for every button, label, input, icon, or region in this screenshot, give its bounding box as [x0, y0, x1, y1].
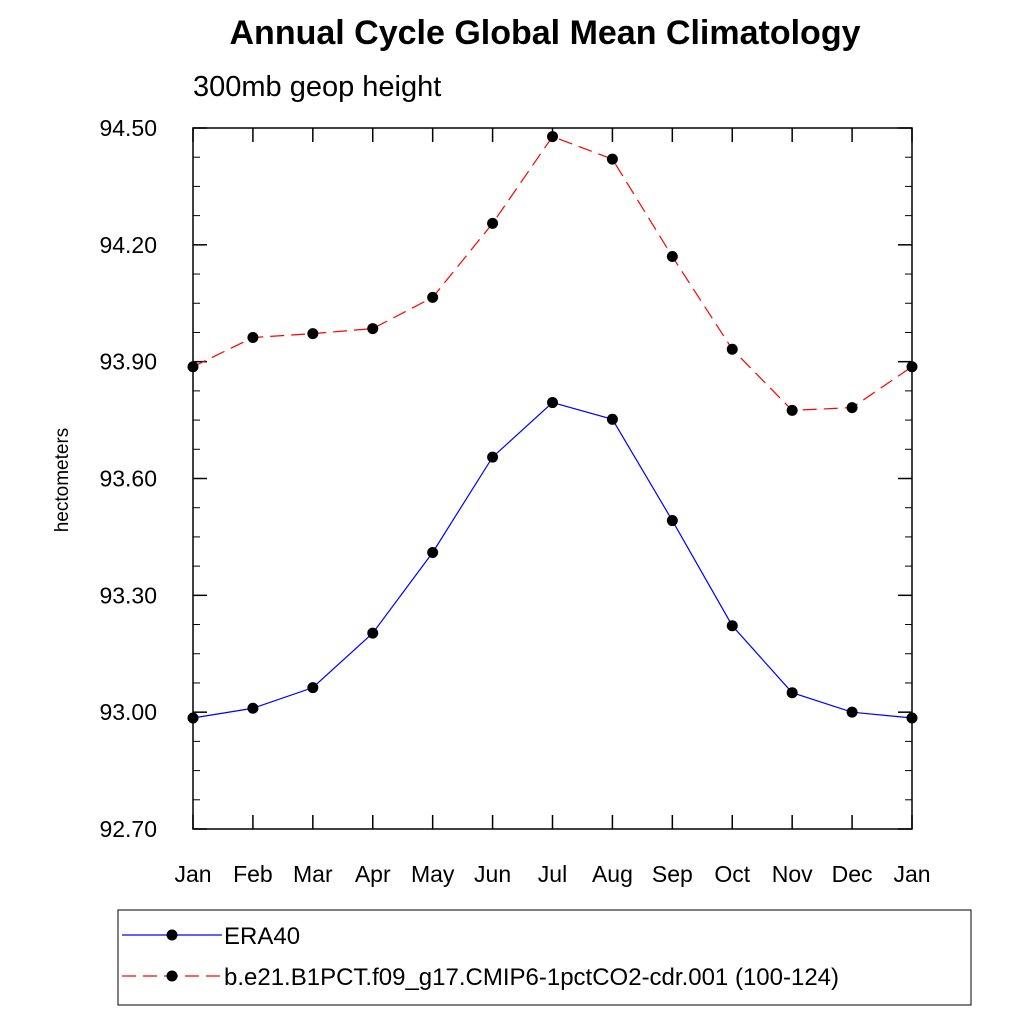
- chart-subtitle: 300mb geop height: [193, 71, 442, 103]
- data-point: [906, 361, 918, 373]
- data-point: [307, 682, 319, 694]
- chart-title: Annual Cycle Global Mean Climatology: [229, 14, 861, 52]
- legend: ERA40 b.e21.B1PCT.f09_g17.CMIP6-1pctCO2-c…: [117, 909, 972, 1006]
- data-point: [786, 687, 798, 699]
- y-tick-label: 94.50: [99, 115, 157, 141]
- series-line-0: [192, 401, 913, 719]
- legend-marker-0: [166, 929, 178, 941]
- data-point: [846, 706, 858, 718]
- data-point: [487, 451, 499, 463]
- legend-label-0: ERA40: [224, 923, 300, 950]
- y-tick-label: 93.90: [99, 349, 157, 375]
- data-point: [786, 404, 798, 416]
- y-tick-label: 93.00: [99, 699, 157, 725]
- legend-marker-1: [166, 970, 178, 982]
- data-point: [606, 413, 618, 425]
- data-point: [427, 546, 439, 558]
- x-tick-label: Mar: [293, 861, 333, 887]
- data-point: [547, 397, 558, 409]
- data-point: [606, 153, 618, 165]
- data-point: [427, 291, 439, 303]
- x-tick-label: Jun: [474, 861, 511, 887]
- x-tick-label: Feb: [233, 861, 273, 887]
- x-tick-label: Jan: [893, 861, 930, 887]
- data-point: [187, 361, 199, 373]
- data-point: [247, 702, 259, 714]
- data-point: [487, 217, 499, 229]
- data-point: [666, 515, 678, 527]
- data-point: [367, 323, 379, 335]
- axis-ticks: Jan Feb Mar Apr May Jun Jul Aug Sep Oct Nov Dec Jan 9…: [99, 115, 930, 887]
- data-point: [547, 131, 558, 143]
- data-point: [307, 328, 319, 340]
- x-tick-label: Dec: [832, 861, 873, 887]
- data-point: [187, 712, 199, 724]
- series-markers: [187, 131, 918, 724]
- x-tick-label: Oct: [714, 861, 750, 887]
- y-tick-label: 93.60: [99, 466, 157, 492]
- x-tick-label: Nov: [772, 861, 813, 887]
- data-point: [666, 251, 678, 263]
- data-point: [906, 712, 918, 724]
- legend-label-1: b.e21.B1PCT.f09_g17.CMIP6-1pctCO2-cdr.00…: [224, 964, 839, 991]
- x-tick-label: Aug: [592, 861, 633, 887]
- x-tick-label: Jan: [174, 861, 211, 887]
- plot-frame: [192, 127, 913, 830]
- x-tick-label: Sep: [652, 861, 693, 887]
- y-tick-label: 94.20: [99, 232, 157, 258]
- data-point: [846, 402, 858, 414]
- x-tick-label: May: [411, 861, 455, 887]
- x-tick-label: Jul: [538, 861, 567, 887]
- data-point: [247, 332, 259, 344]
- data-point: [367, 627, 379, 639]
- y-tick-label: 92.70: [99, 816, 157, 842]
- data-point: [726, 343, 738, 355]
- x-tick-label: Apr: [355, 861, 391, 887]
- legend-box: [117, 909, 972, 1006]
- series-line-1: [192, 135, 913, 411]
- series-lines: [192, 135, 913, 719]
- data-point: [726, 620, 738, 632]
- y-tick-label: 93.30: [99, 582, 157, 608]
